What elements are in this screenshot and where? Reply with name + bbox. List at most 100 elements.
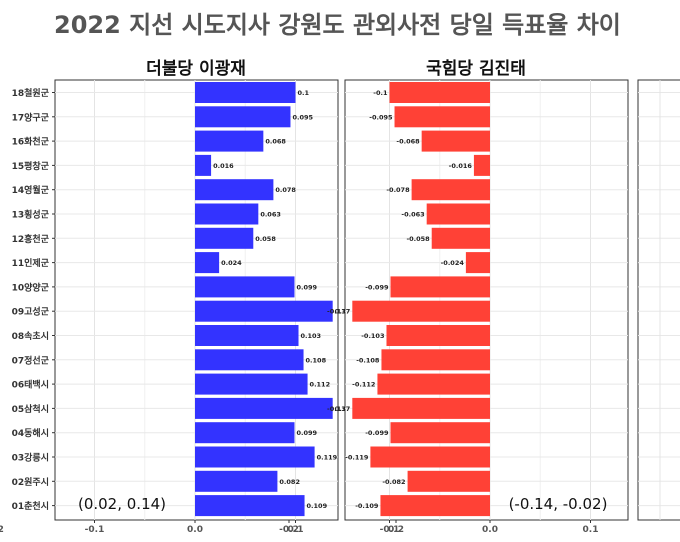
bar [386,325,490,346]
category-label: 16화천군 [12,136,50,148]
bar [195,276,295,298]
category-label: 09고성군 [12,306,50,318]
category-label: 12홍천군 [12,233,50,245]
x-tick-label: 0.1 [288,525,304,535]
bar [352,397,490,419]
x-tick-label: 0.0 [187,525,203,535]
range-annotation: (0.02, 0.14) [78,495,166,513]
bar [389,82,490,103]
category-label: 06태백시 [12,379,49,391]
x-tick-label: -0.2 [279,525,299,535]
bar [380,495,490,517]
data-label: -0.099 [365,429,389,437]
category-label: 11인제군 [12,257,50,269]
bar [195,325,299,346]
data-label: -0.099 [365,283,389,291]
category-label: 02원주시 [12,476,49,488]
bar [473,154,490,176]
bar [195,422,295,444]
bar [421,130,490,152]
data-label: -0.058 [406,235,430,243]
data-label: 0.024 [221,259,242,267]
category-label: 10양양군 [12,281,50,293]
bar [431,227,490,249]
data-label: 0.119 [317,454,338,462]
x-tick-label: -0.1 [85,525,105,535]
bar [195,82,296,103]
bar [426,203,490,225]
data-label: -0.078 [386,186,410,194]
data-label: 0.099 [296,283,317,291]
data-label: -0.016 [449,162,473,170]
data-label: 0.063 [260,211,281,219]
bar [390,276,490,298]
category-label: 01춘천시 [12,500,49,512]
data-label: -0.103 [361,332,384,340]
x-tick-label: 0.1 [583,525,599,535]
bar [195,397,333,419]
bar [195,373,308,395]
data-label: -0.1 [373,89,388,97]
data-label: -0.137 [327,308,350,316]
bar [195,179,274,201]
bar [195,130,264,152]
bar [195,495,305,517]
bar [394,106,490,128]
x-tick-label: -0.2 [0,525,4,535]
data-label: 0.099 [296,429,317,437]
bar [195,349,304,371]
chart-title: 2022 지선 시도지사 강원도 관외사전 당일 득표율 차이 [54,11,621,39]
bar [195,154,212,176]
bar [195,446,315,468]
bar [390,422,490,444]
data-label: -0.024 [441,259,465,267]
facet-title: 국힘당 김진태 [426,58,526,79]
category-label: 17양구군 [12,111,50,123]
bar [377,373,490,395]
category-label: 05삼척시 [12,403,49,415]
facet-2: 국힘당 김진태 -0.1 -0.095 -0.068 -0.016 -0.078 -0.06… [279,58,629,535]
bar [195,227,254,249]
range-annotation: (-0.14, -0.02) [509,495,608,513]
data-label: -0.068 [396,138,420,146]
x-tick-label: 0.0 [482,525,498,535]
data-label: 0.103 [301,332,322,340]
category-label: 04동해시 [12,427,49,439]
facet-title: 더불당 이광재 [146,59,246,79]
category-label: 03강릉시 [12,452,49,464]
data-label: 0.082 [279,478,300,486]
data-label: -0.108 [356,356,380,364]
data-label: -0.119 [345,454,369,462]
data-label: 0.108 [306,356,327,364]
data-label: 0.058 [255,235,276,243]
bar [195,203,259,225]
bar [195,106,291,128]
data-label: 0.109 [307,502,328,510]
bar [407,470,490,492]
data-label: 0.1 [298,89,310,97]
data-label: -0.137 [327,405,350,413]
category-label: 18철원군 [12,87,50,99]
data-label: -0.112 [352,381,375,389]
x-tick-label: 0.2 [388,525,404,535]
category-label: 15평창군 [12,160,50,172]
panel-border-clipped [637,79,680,521]
bar [195,300,333,322]
category-label: 08속초시 [12,330,49,342]
bar [352,300,490,322]
data-label: -0.109 [355,502,379,510]
data-label: 0.112 [310,381,331,389]
data-label: 0.068 [265,138,286,146]
data-label: 0.095 [292,113,313,121]
bar [370,446,490,468]
category-label: 14영월군 [12,184,50,196]
bar [411,179,490,201]
facet-1: 더불당 이광재 0.1 0.095 0.068 0.016 0.078 0.063 0.058… [0,59,404,535]
data-label: 0.078 [275,186,296,194]
category-label: 13횡성군 [12,209,50,221]
data-label: -0.063 [401,211,424,219]
bar [195,470,278,492]
category-label: 07정선군 [12,354,50,366]
data-label: 0.016 [213,162,234,170]
